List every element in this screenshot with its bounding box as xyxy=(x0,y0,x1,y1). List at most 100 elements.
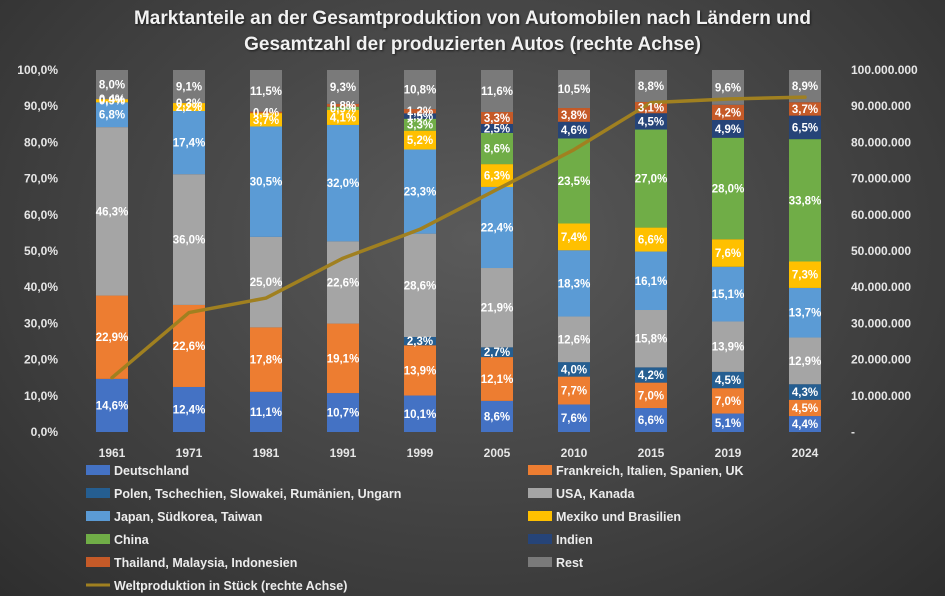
bar-segment xyxy=(404,345,436,396)
y2-tick-label: 60.000.000 xyxy=(851,208,911,222)
data-label: 19,1% xyxy=(327,353,360,365)
bar-segment xyxy=(558,250,590,317)
bar-segment xyxy=(173,174,205,305)
bar-segment xyxy=(173,70,205,104)
data-label: 36,0% xyxy=(173,235,206,247)
bar-segment xyxy=(250,111,282,114)
y2-tick-label: 20.000.000 xyxy=(851,353,911,367)
bar-segment xyxy=(481,347,513,358)
bar-segment xyxy=(481,111,513,124)
legend-swatch xyxy=(86,511,110,521)
legend-swatch xyxy=(86,534,110,544)
bar-segment xyxy=(558,223,590,251)
bar-segment xyxy=(327,393,359,432)
bar-segment xyxy=(635,129,667,228)
bar-segment xyxy=(558,316,590,363)
data-label: 13,9% xyxy=(404,365,437,377)
bar-segment xyxy=(96,102,128,128)
bar-segment xyxy=(404,118,436,131)
data-label: 15,1% xyxy=(712,289,745,301)
x-tick-label: 1999 xyxy=(407,446,434,460)
x-tick-label: 1981 xyxy=(253,446,280,460)
data-label: 22,6% xyxy=(173,341,206,353)
data-label: 3,8% xyxy=(561,110,587,122)
bar-segment xyxy=(96,99,128,103)
x-tick-label: 2024 xyxy=(792,446,819,460)
bar-segment xyxy=(635,382,667,409)
x-tick-label: 2010 xyxy=(561,446,588,460)
legend-label: Rest xyxy=(556,556,584,570)
data-label: 4,2% xyxy=(715,107,741,119)
bar-segment xyxy=(712,104,744,121)
bar-segment xyxy=(404,70,436,110)
data-label: 12,4% xyxy=(173,404,206,416)
bar-segment xyxy=(789,115,821,140)
legend-swatch xyxy=(528,511,552,521)
bar-segment xyxy=(327,323,359,394)
bar-segment xyxy=(404,336,436,346)
bar-segment xyxy=(481,132,513,165)
data-label: 3,7% xyxy=(253,115,279,127)
bar-segment xyxy=(635,367,667,383)
bar-segment xyxy=(327,70,359,104)
y-tick-label: 90,0% xyxy=(24,99,58,113)
y-tick-label: 50,0% xyxy=(24,244,58,258)
data-label: 13,7% xyxy=(789,308,822,320)
bar-segment xyxy=(558,121,590,139)
bar-segment xyxy=(789,416,821,432)
bar-segment xyxy=(250,327,282,392)
data-label: 3,3% xyxy=(407,120,433,132)
data-label: 0,9% xyxy=(330,103,356,115)
data-label: 2,2% xyxy=(176,102,202,114)
bar-segment xyxy=(404,395,436,432)
data-label: 4,0% xyxy=(561,364,587,376)
data-label: 7,4% xyxy=(561,232,587,244)
data-label: 12,6% xyxy=(558,334,591,346)
bar-segment xyxy=(481,357,513,401)
line-weltproduktion xyxy=(110,95,807,380)
data-label: 4,3% xyxy=(792,387,818,399)
bar-segment xyxy=(327,106,359,111)
bar-segment xyxy=(712,120,744,138)
data-label: 4,9% xyxy=(715,124,741,136)
bar-segment xyxy=(635,408,667,432)
data-label: 16,1% xyxy=(635,276,668,288)
chart-subtitle: Gesamtzahl der produzierten Autos (recht… xyxy=(244,34,701,55)
legend-label: Mexiko und Brasilien xyxy=(556,510,681,524)
bar-segment xyxy=(712,413,744,432)
bar-segment xyxy=(250,391,282,432)
bar-segment xyxy=(327,103,359,107)
data-label: 10,7% xyxy=(327,408,360,420)
y-tick-label: 30,0% xyxy=(24,316,58,330)
y-tick-label: 10,0% xyxy=(24,389,58,403)
bar-segment xyxy=(789,399,821,417)
bar-segment xyxy=(481,164,513,187)
data-label: 17,8% xyxy=(250,355,283,367)
data-label: 3,7% xyxy=(792,104,818,116)
data-label: 7,7% xyxy=(561,386,587,398)
legend-label: Polen, Tschechien, Slowakei, Rumänien, U… xyxy=(114,487,401,501)
bar-segment xyxy=(558,404,590,432)
bar-segment xyxy=(558,138,590,224)
bar-segment xyxy=(173,386,205,432)
bar-segment xyxy=(635,310,667,368)
data-label: 11,6% xyxy=(481,86,513,98)
bar-segment xyxy=(558,376,590,405)
bar-segment xyxy=(558,108,590,122)
data-label: 25,0% xyxy=(250,277,283,289)
data-label: 28,6% xyxy=(404,280,437,292)
x-tick-label: 2015 xyxy=(638,446,665,460)
data-label: 32,0% xyxy=(327,178,360,190)
bar-segment xyxy=(404,130,436,150)
bar-segment xyxy=(173,103,205,112)
x-tick-label: 1971 xyxy=(176,446,203,460)
data-label: 7,6% xyxy=(715,248,741,260)
data-label: 0,4% xyxy=(99,94,125,106)
data-label: 3,1% xyxy=(638,103,664,115)
legend-swatch xyxy=(528,465,552,475)
data-label: 7,6% xyxy=(561,413,587,425)
data-label: 1,5% xyxy=(407,111,433,123)
data-label: 6,8% xyxy=(99,110,125,122)
bar-segment xyxy=(481,268,513,348)
bar-segment xyxy=(789,102,821,116)
